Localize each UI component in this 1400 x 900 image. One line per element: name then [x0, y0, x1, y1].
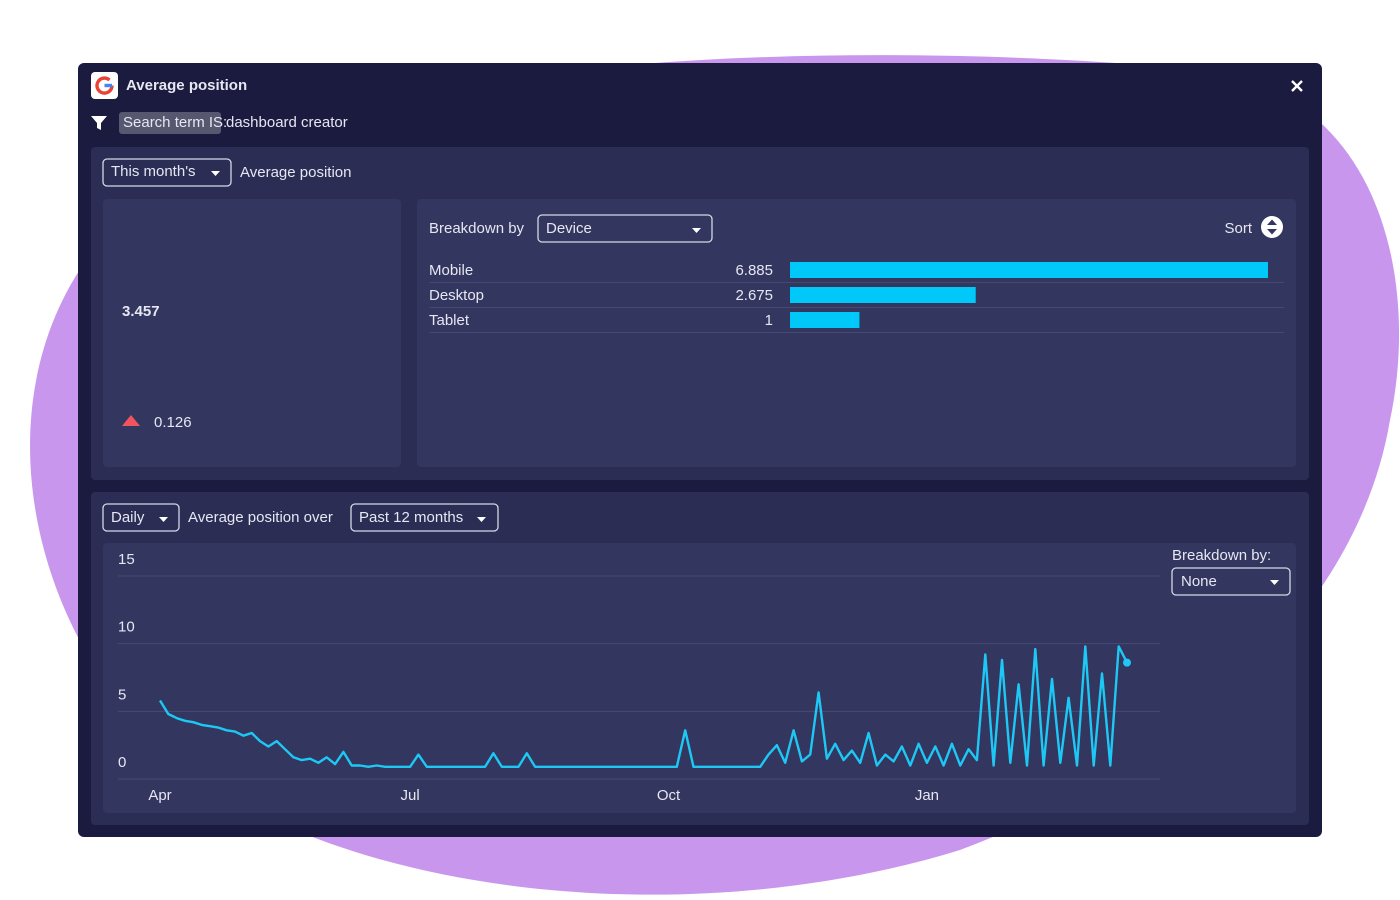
- interval-select-text: Daily: [111, 509, 145, 526]
- dropdown-caret: [1270, 580, 1279, 585]
- trend-label: Average position over: [188, 509, 333, 526]
- category-label: Mobile: [429, 262, 473, 279]
- trend-breakdown-label: Breakdown by:: [1172, 547, 1271, 564]
- category-label: Desktop: [429, 287, 484, 304]
- end-point: [1123, 658, 1131, 667]
- breakdown-label: Breakdown by: [429, 220, 525, 237]
- y-tick-label: 0: [118, 754, 126, 771]
- change-arrow: [122, 415, 140, 426]
- range-select[interactable]: [350, 503, 499, 532]
- dropdown-caret: [159, 517, 168, 522]
- trend-card: [103, 543, 1296, 813]
- title: Average position: [126, 77, 247, 94]
- sort-label[interactable]: Sort: [1224, 220, 1252, 237]
- period-select-text: This month's: [111, 163, 196, 180]
- x-tick-label: Jul: [400, 787, 419, 804]
- bar: [790, 262, 1268, 278]
- interval-select[interactable]: [102, 503, 180, 532]
- filter-label: Search term IS:: [123, 114, 227, 131]
- dropdown-caret: [477, 517, 486, 522]
- filter-value: dashboard creator: [226, 114, 348, 131]
- value-label: 1: [765, 312, 773, 329]
- y-tick-label: 5: [118, 686, 126, 703]
- line-series: [158, 645, 1129, 768]
- x-tick-label: Apr: [148, 787, 171, 804]
- kpi-card: [103, 199, 401, 467]
- trend-breakdown-select-text: None: [1181, 573, 1217, 590]
- kpi-label: Average position: [240, 164, 351, 181]
- kpi-change: 0.126: [154, 414, 192, 431]
- google-icon: [91, 72, 118, 99]
- bar: [790, 312, 860, 328]
- value-label: 2.675: [735, 287, 773, 304]
- range-select-text: Past 12 months: [359, 509, 463, 526]
- close-button[interactable]: [1291, 80, 1303, 92]
- period-select[interactable]: [102, 158, 232, 187]
- filter-icon: [91, 116, 107, 130]
- filter-chip: [119, 112, 221, 134]
- trend-breakdown-select[interactable]: [1171, 567, 1291, 596]
- dropdown-caret: [692, 228, 701, 233]
- x-tick-label: Jan: [915, 787, 939, 804]
- x-tick-label: Oct: [657, 787, 681, 804]
- breakdown-select[interactable]: [537, 214, 713, 243]
- y-tick-label: 10: [118, 619, 135, 636]
- category-label: Tablet: [429, 312, 470, 329]
- y-tick-label: 15: [118, 551, 135, 568]
- dropdown-caret: [211, 171, 220, 176]
- bar: [790, 287, 976, 303]
- value-label: 6.885: [735, 262, 773, 279]
- sort-icon[interactable]: [1261, 216, 1283, 238]
- breakdown-select-text: Device: [546, 220, 592, 237]
- kpi-value: 3.457: [122, 303, 160, 320]
